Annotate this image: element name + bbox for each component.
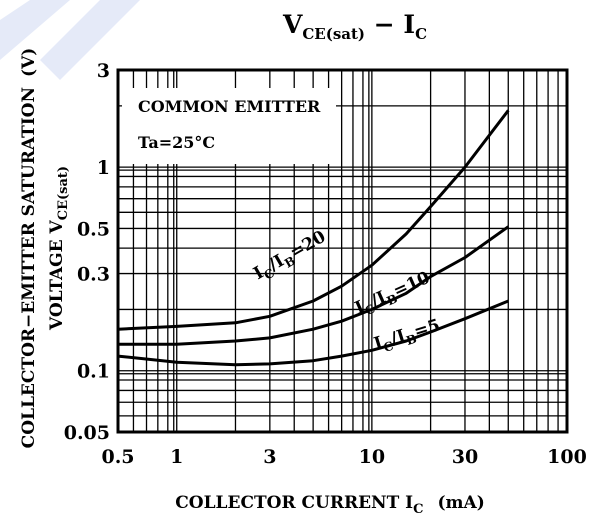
y-tick-label: 1 bbox=[97, 157, 110, 179]
annotation-line2: Ta=25°C bbox=[138, 133, 215, 152]
series-label-part: =5 bbox=[412, 315, 443, 342]
series-label-part: B bbox=[405, 332, 419, 348]
y-axis-label: COLLECTOR−EMITTER SATURATION(V) VOLTAGE … bbox=[19, 48, 71, 449]
y-tick-label: 0.5 bbox=[77, 218, 110, 240]
y-axis-label-line2: VOLTAGE VCE(sat) bbox=[47, 166, 71, 331]
x-tick-label: 1 bbox=[170, 446, 183, 468]
x-axis-label: COLLECTOR CURRENT IC (mA) bbox=[175, 493, 485, 517]
annotation-line1: COMMON EMITTER bbox=[138, 97, 321, 116]
plot-frame bbox=[116, 68, 569, 434]
series-label: IC/IB=20 bbox=[250, 227, 331, 287]
series-line bbox=[117, 109, 510, 331]
watermark-stripe bbox=[40, 0, 140, 80]
chart-title: VCE(sat) − IC bbox=[282, 10, 427, 43]
y-axis-label-line1: COLLECTOR−EMITTER SATURATION(V) bbox=[19, 48, 39, 449]
series-label-part: =20 bbox=[286, 227, 329, 263]
y-tick-label: 0.1 bbox=[77, 361, 110, 383]
series-label: IC/IB=5 bbox=[372, 315, 444, 357]
x-tick-label: 30 bbox=[452, 446, 478, 468]
x-tick-labels: 0.5 1 3 10 30 100 bbox=[101, 446, 586, 468]
series-label: IC/IB=10 bbox=[352, 268, 434, 322]
x-tick-label: 0.5 bbox=[101, 446, 134, 468]
series-label-part: =10 bbox=[390, 268, 433, 302]
x-tick-label: 100 bbox=[547, 446, 587, 468]
series-label-part: C bbox=[382, 339, 395, 355]
annotation-box bbox=[122, 88, 336, 164]
y-tick-label: 3 bbox=[97, 60, 110, 82]
series-line bbox=[118, 225, 510, 346]
y-tick-label: 0.05 bbox=[64, 422, 110, 444]
y-tick-labels: 0.05 0.1 0.3 0.5 1 3 bbox=[64, 60, 110, 444]
x-tick-label: 10 bbox=[359, 446, 385, 468]
watermark-stripe bbox=[0, 0, 70, 60]
curves bbox=[117, 109, 510, 367]
y-tick-label: 0.3 bbox=[77, 264, 110, 286]
series-line bbox=[117, 299, 509, 367]
x-tick-label: 3 bbox=[263, 446, 276, 468]
